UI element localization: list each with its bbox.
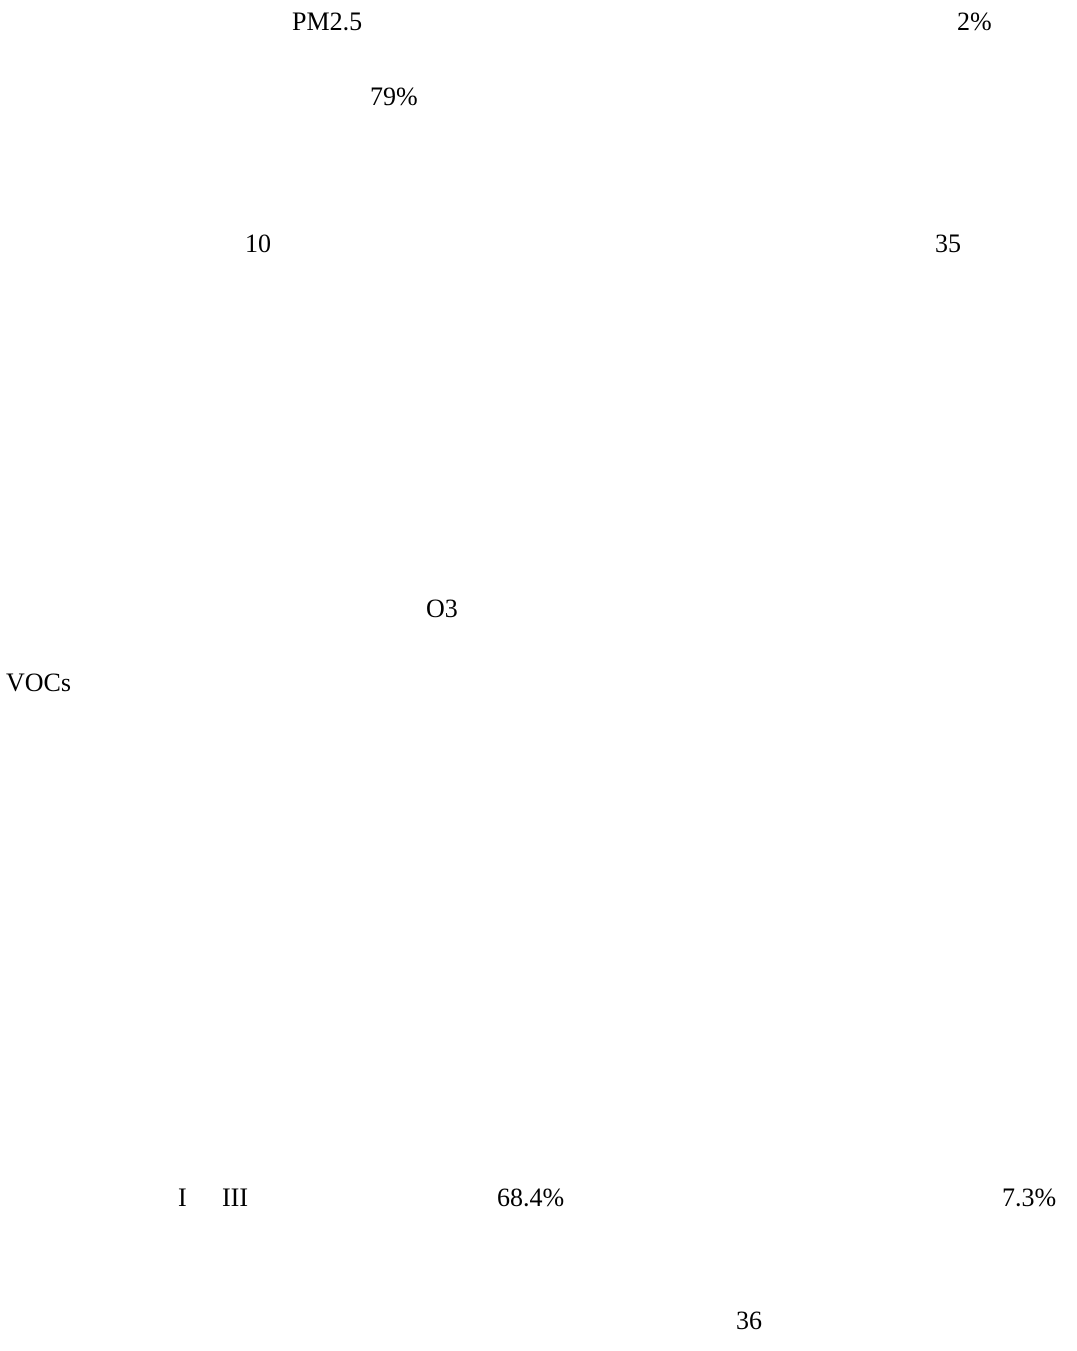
text-roman-iii: III [222,1183,248,1212]
text-o3: O3 [426,594,458,623]
text-percent-79: 79% [370,82,418,111]
page-number: 36 [736,1306,762,1335]
text-vocs: VOCs [6,668,72,697]
text-number-10: 10 [245,229,271,258]
text-percent-68-4: 68.4% [497,1183,565,1212]
text-percent-2: 2% [957,7,992,36]
text-pm25: PM2.5 [292,7,363,36]
text-percent-7-3: 7.3% [1002,1183,1057,1212]
text-roman-i: I [178,1183,187,1212]
text-number-35: 35 [935,229,961,258]
